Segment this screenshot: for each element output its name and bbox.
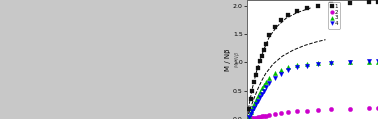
Y-axis label: M / Nβ: M / Nβ	[225, 48, 231, 71]
Legend: 1, 2, 3, 4: 1, 2, 3, 4	[328, 2, 340, 29]
Text: $M$ / $N\beta$: $M$ / $N\beta$	[233, 51, 242, 68]
